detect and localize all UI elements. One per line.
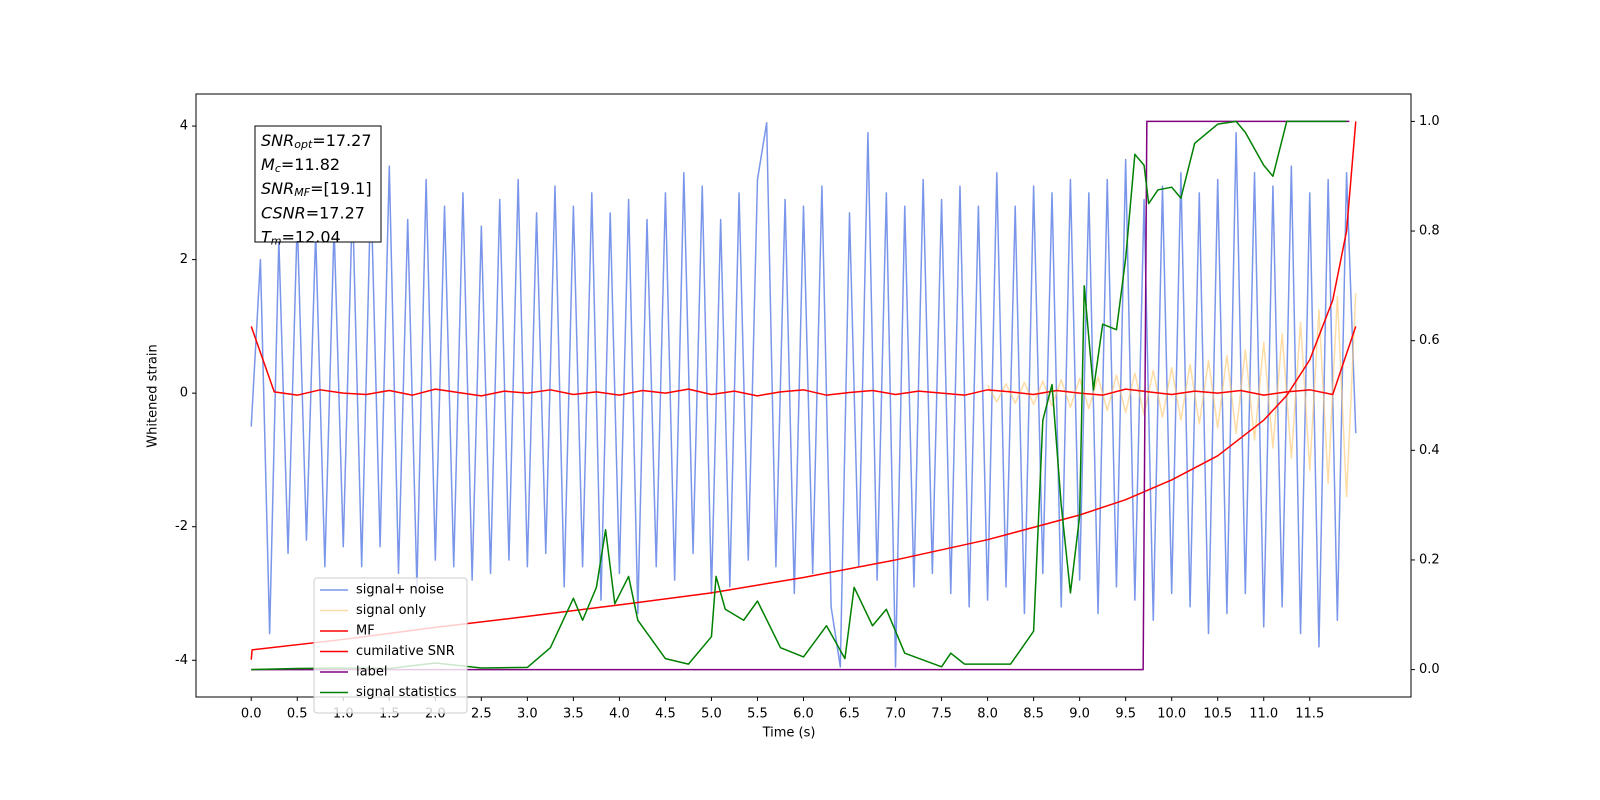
legend-label: label xyxy=(356,665,387,680)
stats-line: SNRMF=[19.1] xyxy=(261,179,372,200)
x-tick-label: 5.0 xyxy=(701,707,722,722)
legend-label: signal only xyxy=(356,603,426,618)
x-tick-label: 10.5 xyxy=(1203,707,1232,722)
x-tick-label: 9.5 xyxy=(1115,707,1136,722)
x-tick-label: 7.0 xyxy=(885,707,906,722)
stats-symbol: SNR xyxy=(261,131,294,150)
x-tick-label: 11.0 xyxy=(1249,707,1278,722)
y2-tick-label: 0.2 xyxy=(1419,552,1440,567)
x-tick-label: 4.0 xyxy=(609,707,630,722)
y-tick-label: 2 xyxy=(180,252,188,267)
x-tick-label: 9.0 xyxy=(1069,707,1090,722)
y-tick-label: 0 xyxy=(180,386,188,401)
legend-label: MF xyxy=(356,624,375,639)
y2-tick-label: 0.8 xyxy=(1419,224,1440,239)
legend-label: signal statistics xyxy=(356,685,457,700)
stats-value: =12.04 xyxy=(282,227,341,246)
stats-symbol: SNR xyxy=(261,179,294,198)
x-tick-label: 2.5 xyxy=(471,707,492,722)
x-tick-label: 0.0 xyxy=(241,707,262,722)
legend-label: signal+ noise xyxy=(356,583,444,598)
stats-line: CSNR=17.27 xyxy=(261,203,365,222)
series-line xyxy=(251,120,1350,671)
stats-subscript: c xyxy=(275,162,281,175)
y2-tick-label: 0.6 xyxy=(1419,333,1440,348)
series-line xyxy=(250,326,1357,397)
y-tick-label: 4 xyxy=(180,119,188,134)
y-axis-label: Whitened strain xyxy=(146,344,161,447)
stats-value: =17.27 xyxy=(312,131,371,150)
stats-value: =11.82 xyxy=(281,155,340,174)
x-tick-label: 5.5 xyxy=(747,707,768,722)
y2-tick-label: 0.4 xyxy=(1419,443,1440,458)
stats-symbol: M xyxy=(261,155,275,174)
x-tick-label: 4.5 xyxy=(655,707,676,722)
stats-value: =17.27 xyxy=(306,203,365,222)
stats-line: Mc=11.82 xyxy=(261,155,340,176)
x-tick-label: 3.5 xyxy=(563,707,584,722)
x-tick-label: 3.0 xyxy=(517,707,538,722)
y-tick-label: -2 xyxy=(175,519,188,534)
series-line xyxy=(251,120,1347,671)
stats-symbol: CSNR xyxy=(261,203,306,222)
legend-frame xyxy=(313,577,468,714)
stats-symbol: T xyxy=(261,227,272,246)
x-tick-label: 7.5 xyxy=(931,707,952,722)
stats-box: SNRopt=17.27Mc=11.82SNRMF=[19.1]CSNR=17.… xyxy=(254,125,382,248)
series-line xyxy=(250,121,1357,668)
x-tick-label: 11.5 xyxy=(1295,707,1324,722)
stats-line: Tm=12.04 xyxy=(261,227,341,248)
stats-box-frame xyxy=(254,125,382,243)
y2-tick-label: 0.0 xyxy=(1419,662,1440,677)
stats-subscript: MF xyxy=(294,186,310,199)
stats-line: SNRopt=17.27 xyxy=(261,131,372,152)
x-tick-label: 6.0 xyxy=(793,707,814,722)
x-axis-label: Time (s) xyxy=(762,726,816,741)
legend: signal+ noise signal only MF cumilative SNR… xyxy=(313,577,468,714)
x-tick-label: 8.5 xyxy=(1023,707,1044,722)
x-tick-label: 10.0 xyxy=(1157,707,1186,722)
legend-label: cumilative SNR xyxy=(356,644,455,659)
x-tick-label: 6.5 xyxy=(839,707,860,722)
stats-value: =[19.1] xyxy=(310,179,372,198)
x-tick-label: 0.5 xyxy=(287,707,308,722)
stats-subscript: opt xyxy=(294,138,313,151)
x-tick-label: 8.0 xyxy=(977,707,998,722)
stats-subscript: m xyxy=(271,234,282,247)
y-tick-label: -4 xyxy=(175,653,188,668)
y2-tick-label: 1.0 xyxy=(1419,114,1440,129)
